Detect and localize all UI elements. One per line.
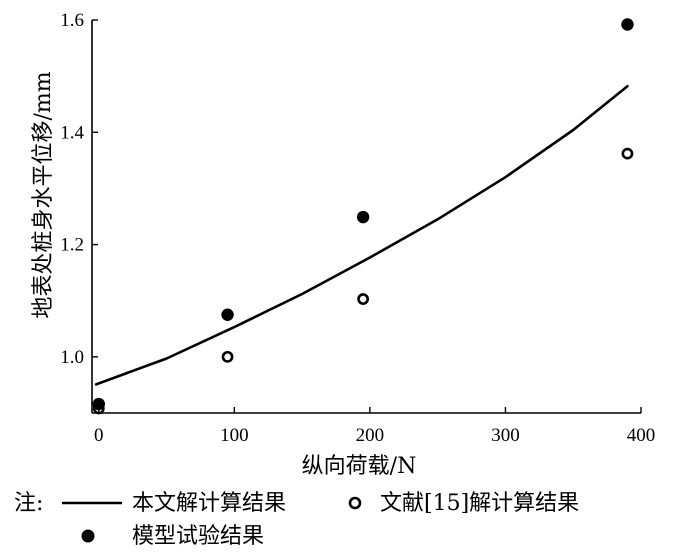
x-tick-label: 200 bbox=[356, 425, 385, 446]
x-ticks: 0 100 200 300 400 bbox=[94, 407, 655, 446]
y-tick-label: 1.2 bbox=[60, 235, 84, 256]
filled-marker-point bbox=[356, 210, 370, 224]
filled-marker-point bbox=[92, 397, 105, 411]
legend-label-open: 文献[15]解计算结果 bbox=[380, 491, 579, 516]
x-tick-label: 400 bbox=[627, 425, 656, 446]
open-marker-point bbox=[621, 147, 634, 160]
y-tick-label: 1.6 bbox=[60, 10, 84, 31]
y-tick-label: 1.0 bbox=[60, 347, 84, 368]
y-axis-title: 地表处桩身水平位移/mm bbox=[31, 71, 56, 318]
x-tick-label: 100 bbox=[220, 425, 249, 446]
x-axis-title: 纵向荷载/N bbox=[302, 454, 417, 479]
y-tick-label: 1.4 bbox=[60, 122, 84, 143]
legend: 注: 本文解计算结果 文献[15]解计算结果 模型试验结果 bbox=[14, 491, 579, 549]
legend-label-line: 本文解计算结果 bbox=[132, 491, 286, 516]
axes bbox=[91, 20, 641, 414]
legend-prefix: 注: bbox=[14, 491, 43, 516]
legend-label-filled: 模型试验结果 bbox=[132, 524, 264, 549]
filled-marker-point bbox=[221, 308, 234, 321]
series-line-calculated bbox=[94, 84, 629, 386]
legend-open-marker-swatch bbox=[348, 496, 362, 510]
plot-area bbox=[92, 18, 634, 415]
legend-filled-marker-swatch bbox=[81, 529, 95, 543]
open-marker-point bbox=[357, 293, 370, 305]
filled-marker-point bbox=[621, 18, 634, 31]
x-tick-label: 300 bbox=[491, 425, 520, 446]
y-ticks: 1.0 1.2 1.4 1.6 bbox=[60, 10, 98, 368]
open-marker-point bbox=[221, 350, 234, 363]
x-tick-label: 0 bbox=[94, 425, 104, 446]
